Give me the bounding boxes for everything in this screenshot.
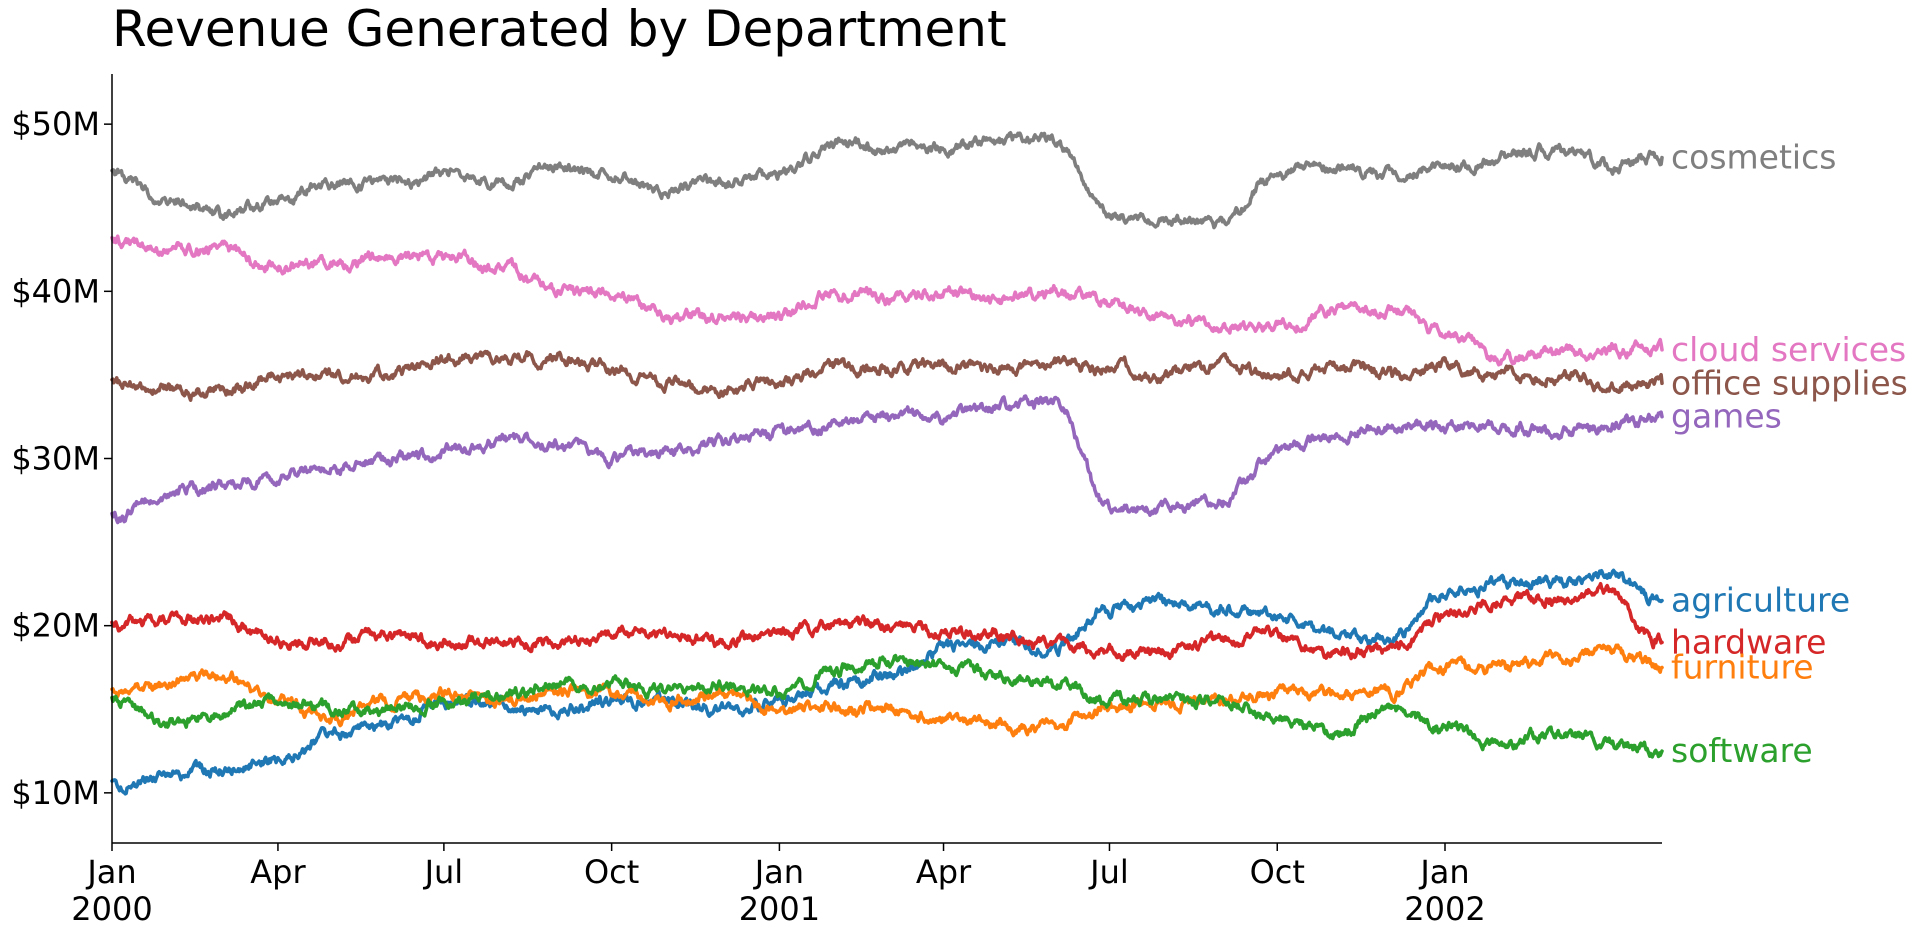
y-ticks-layer: $10M $20M $30M $40M $50M <box>11 105 112 812</box>
series-label-software: software <box>1671 731 1813 770</box>
series-line-software <box>110 653 1664 759</box>
series-label-cloud-services: cloud services <box>1671 330 1906 369</box>
y-tick-label: $50M <box>11 105 100 143</box>
x-tick-label: Apr <box>916 853 972 891</box>
x-tick-label: Jan <box>85 853 136 891</box>
x-tick-label: Jul <box>1088 853 1129 891</box>
series-label-cosmetics: cosmetics <box>1671 138 1836 177</box>
x-tick-year-label: 2000 <box>71 890 152 928</box>
y-tick-label: $30M <box>11 440 100 478</box>
series-label-furniture: furniture <box>1671 647 1814 686</box>
series-line-games <box>110 394 1664 525</box>
x-tick-year-label: 2002 <box>1404 890 1485 928</box>
series-layer <box>110 131 1664 796</box>
series-label-hardware: hardware <box>1671 622 1826 661</box>
y-tick-label: $20M <box>11 607 100 645</box>
x-tick-label: Oct <box>1250 853 1305 891</box>
series-line-hardware <box>110 582 1664 662</box>
x-tick-label: Jul <box>423 853 464 891</box>
series-label-games: games <box>1671 397 1782 436</box>
x-tick-label: Oct <box>584 853 639 891</box>
x-tick-year-label: 2001 <box>739 890 820 928</box>
x-tick-label: Jan <box>753 853 804 891</box>
y-tick-label: $10M <box>11 774 100 812</box>
series-label-office-supplies: office supplies <box>1671 363 1908 402</box>
x-tick-label: Jan <box>1418 853 1469 891</box>
chart-title: Revenue Generated by Department <box>112 0 1007 58</box>
series-label-agriculture: agriculture <box>1671 581 1850 620</box>
series-line-agriculture <box>110 568 1664 796</box>
series-line-cosmetics <box>110 131 1664 230</box>
series-line-furniture <box>110 643 1664 738</box>
series-line-office-supplies <box>110 349 1664 402</box>
x-tick-label: Apr <box>250 853 306 891</box>
series-line-cloud-services <box>110 234 1664 367</box>
y-tick-label: $40M <box>11 272 100 310</box>
